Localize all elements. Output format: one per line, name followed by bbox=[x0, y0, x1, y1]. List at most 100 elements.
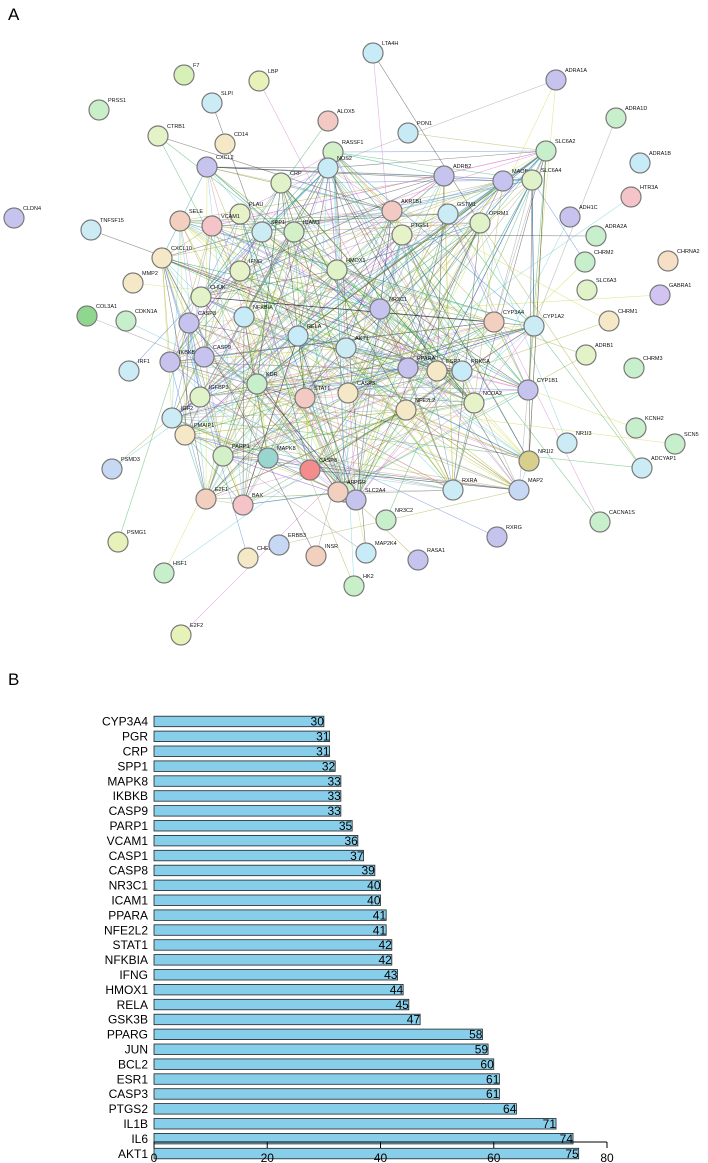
network-node: E2F1 bbox=[195, 487, 228, 510]
node-circle bbox=[214, 133, 236, 155]
node-label: ALOX5 bbox=[337, 109, 355, 115]
category-label: CYP3A4 bbox=[102, 715, 148, 729]
node-circle bbox=[625, 417, 647, 439]
node-circle bbox=[169, 210, 191, 232]
network-edge bbox=[242, 491, 339, 506]
node-circle bbox=[575, 344, 597, 366]
network-edge bbox=[206, 166, 339, 493]
node-circle bbox=[147, 125, 169, 147]
node-label: NFE2L2 bbox=[415, 398, 435, 404]
category-label: NFE2L2 bbox=[104, 923, 148, 937]
node-label: CXCL2 bbox=[216, 155, 234, 161]
node-label: CACNA1S bbox=[609, 510, 635, 516]
network-node: MAOB bbox=[492, 169, 529, 192]
node-label: MAP2 bbox=[528, 478, 543, 484]
network-edge bbox=[327, 150, 547, 169]
network-edge bbox=[280, 182, 530, 462]
network-edge bbox=[355, 234, 403, 501]
network-node: RXRG bbox=[486, 525, 522, 548]
value-label: 40 bbox=[367, 879, 381, 893]
network-edge bbox=[261, 231, 454, 491]
network-node: ADRA2A bbox=[585, 224, 627, 247]
network-node: NFE2L2 bbox=[395, 398, 435, 421]
value-label: 37 bbox=[350, 849, 364, 863]
node-label: INSR bbox=[325, 544, 338, 550]
network-edge bbox=[206, 166, 338, 271]
network-edge bbox=[169, 231, 263, 363]
node-label: ADRA1D bbox=[625, 106, 647, 112]
node-circle bbox=[559, 206, 581, 228]
node-circle bbox=[598, 310, 620, 332]
network-edge bbox=[345, 347, 454, 491]
node-label: IRF1 bbox=[138, 359, 150, 365]
network-edge bbox=[336, 269, 587, 356]
network-node: IGFBP3 bbox=[189, 385, 229, 408]
value-label: 43 bbox=[384, 968, 398, 982]
network-edge bbox=[379, 308, 454, 491]
network-node: CASP8 bbox=[178, 311, 216, 334]
network-edge bbox=[332, 151, 495, 323]
network-edge bbox=[243, 316, 355, 587]
node-label: CHRM1 bbox=[618, 309, 638, 315]
node-circle bbox=[486, 526, 508, 548]
node-circle bbox=[118, 360, 140, 382]
node-label: CHRM2 bbox=[594, 250, 614, 256]
network-node: PRKCA bbox=[451, 359, 490, 382]
value-label: 45 bbox=[395, 998, 409, 1012]
network-edge bbox=[315, 234, 403, 557]
network-node: CRP bbox=[270, 171, 302, 194]
network-node: AR bbox=[327, 480, 355, 503]
network-node: CASP9 bbox=[193, 345, 231, 368]
node-label: SCN5 bbox=[684, 432, 699, 438]
network-node: NCOA2 bbox=[463, 391, 502, 414]
network-node: RXRA bbox=[442, 478, 478, 501]
network-edge bbox=[347, 392, 520, 491]
value-label: 39 bbox=[361, 864, 375, 878]
network-node: PRSS1 bbox=[88, 98, 126, 121]
network-edge bbox=[528, 150, 547, 462]
bar bbox=[153, 969, 398, 981]
node-circle bbox=[257, 447, 279, 469]
value-label: 64 bbox=[503, 1102, 517, 1116]
value-label: 33 bbox=[328, 804, 342, 818]
network-edge bbox=[280, 182, 338, 271]
node-label: STAT1 bbox=[314, 386, 330, 392]
network-edge bbox=[206, 166, 329, 169]
network-node: IFNG bbox=[229, 259, 262, 282]
network-edge bbox=[239, 175, 445, 272]
network-edge bbox=[332, 151, 438, 372]
bar bbox=[153, 879, 381, 891]
network-node: OPRM1 bbox=[469, 211, 509, 234]
network-edge bbox=[188, 225, 213, 324]
network-edge bbox=[379, 234, 403, 310]
network-node: CHEK bbox=[237, 546, 273, 569]
node-label: LBP bbox=[268, 69, 279, 75]
network-node: ICAM1 bbox=[283, 220, 320, 243]
network-node: SLC2A4 bbox=[345, 488, 386, 511]
bar bbox=[153, 894, 381, 906]
network-edge bbox=[171, 325, 535, 419]
network-graph: LTA4H ADRA1A F7 LBP SLPI PRSS1 ALOX5 CTRB1 CD14 P… bbox=[3, 41, 700, 646]
bar bbox=[153, 1118, 557, 1130]
network-edge bbox=[200, 296, 339, 493]
network-edge bbox=[161, 257, 205, 358]
degree-bar-chart: CYP3A4 30 PGR 31 CRP 31 SPP1 32 MAPK8 33 IKBKB 33 CA… bbox=[102, 715, 614, 1163]
bar bbox=[153, 805, 342, 817]
node-label: ADH1C bbox=[579, 205, 598, 211]
network-node: CLDN4 bbox=[3, 206, 41, 229]
node-label: NR1I3 bbox=[576, 431, 592, 437]
value-label: 61 bbox=[486, 1072, 500, 1086]
node-label: RASA1 bbox=[427, 548, 445, 554]
network-edge bbox=[206, 166, 245, 318]
network-edge bbox=[111, 150, 547, 470]
network-edge bbox=[379, 308, 530, 462]
network-node: ERBB3 bbox=[268, 533, 306, 556]
network-edge bbox=[337, 325, 535, 493]
network-edge bbox=[184, 434, 207, 500]
node-label: LTA4H bbox=[382, 41, 398, 47]
network-node: SPP1 bbox=[251, 220, 285, 243]
node-circle bbox=[195, 488, 217, 510]
network-edge bbox=[401, 234, 530, 462]
node-label: NCOA2 bbox=[483, 391, 502, 397]
node-label: VCAM1 bbox=[221, 214, 240, 220]
